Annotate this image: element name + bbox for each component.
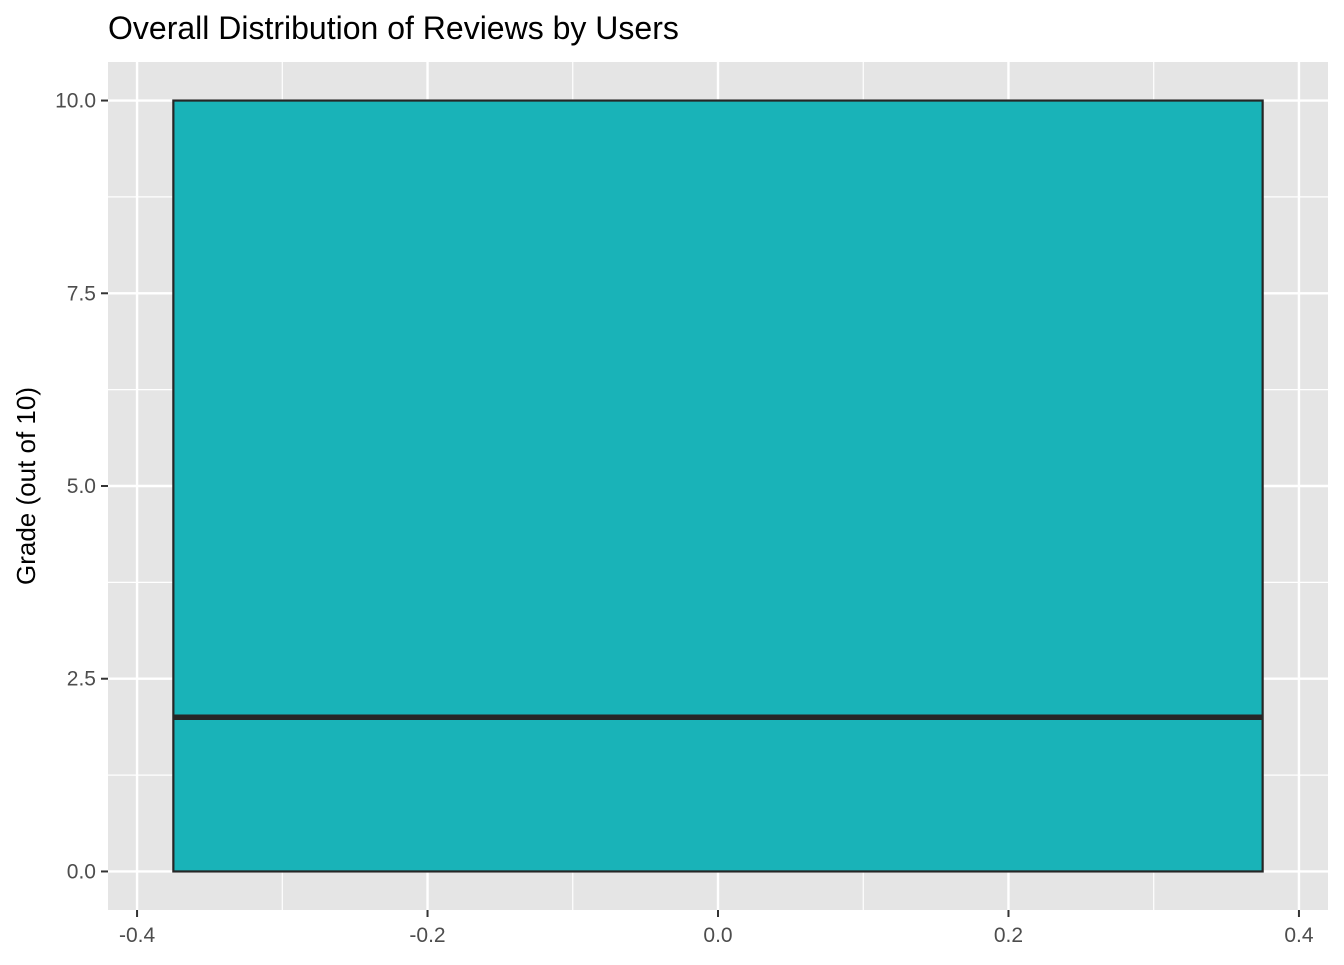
x-tick-label: 0.4 [1284, 924, 1314, 947]
y-tick-label: 0.0 [67, 860, 96, 883]
x-tick-label: 0.2 [994, 924, 1023, 947]
y-tick-label: 7.5 [67, 282, 96, 305]
x-tick-label: -0.4 [119, 924, 156, 947]
y-tick-label: 10.0 [55, 90, 96, 113]
box-layer [172, 99, 1264, 873]
x-tick-label: 0.0 [703, 924, 732, 947]
axes: 0.0 2.5 5.0 7.5 10.0 -0.4 -0.2 0.0 0.2 0.4 [55, 90, 1314, 947]
y-axis-label: Grade (out of 10) [11, 387, 41, 585]
box-iqr [172, 99, 1264, 873]
chart-title: Overall Distribution of Reviews by Users [108, 10, 679, 46]
x-tick-label: -0.2 [409, 924, 445, 947]
y-tick-label: 2.5 [67, 668, 96, 691]
y-tick-label: 5.0 [67, 475, 96, 498]
